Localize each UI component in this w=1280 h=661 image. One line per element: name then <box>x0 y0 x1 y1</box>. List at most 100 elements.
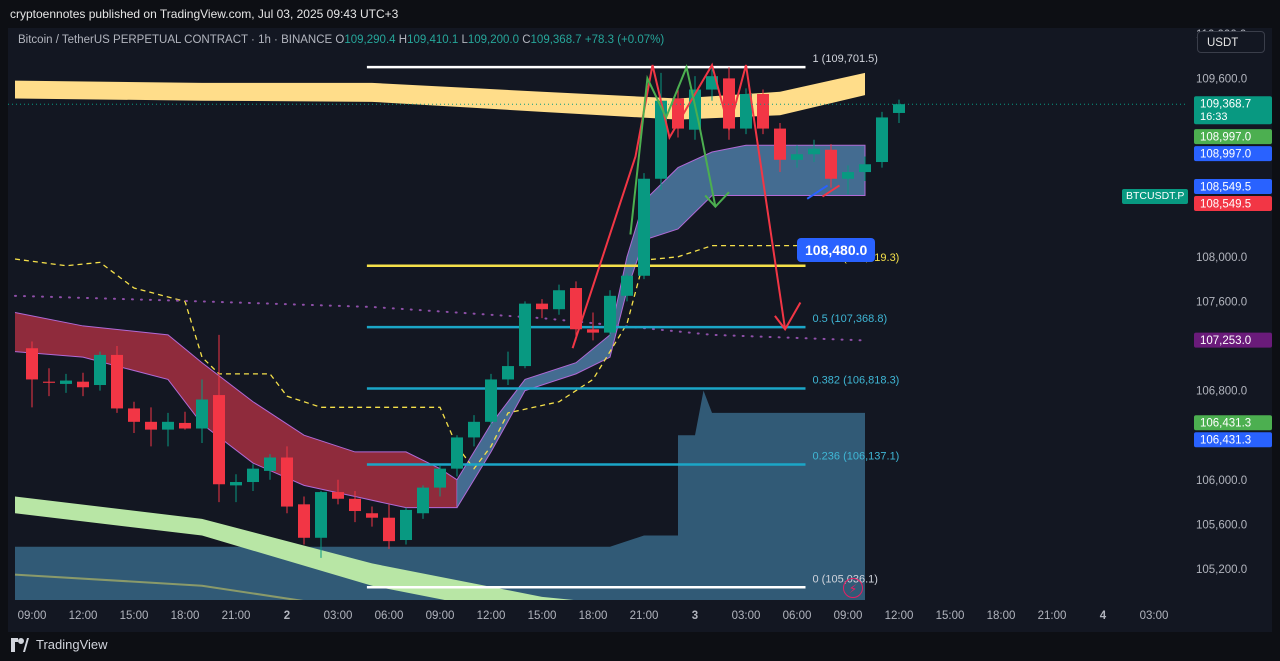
candle-body[interactable] <box>536 303 548 310</box>
y-tick-label: 107,600.0 <box>1196 296 1247 308</box>
candle-body[interactable] <box>672 98 684 129</box>
symbol-legend[interactable]: Bitcoin / TetherUS PERPETUAL CONTRACT · … <box>18 34 664 46</box>
candle-body[interactable] <box>434 468 446 488</box>
candle-body[interactable] <box>247 468 259 483</box>
candle-body[interactable] <box>213 395 225 485</box>
candle-body[interactable] <box>893 104 905 113</box>
candle-body[interactable] <box>332 492 344 499</box>
candle-body[interactable] <box>60 380 72 384</box>
candle-body[interactable] <box>638 178 650 276</box>
indicator-dashed-yellow <box>14 245 866 470</box>
drawing-green-arrowhead <box>704 191 730 209</box>
candle-body[interactable] <box>383 517 395 542</box>
drawing-red-arrowhead <box>774 302 802 332</box>
candle-body[interactable] <box>366 513 378 518</box>
candle-body[interactable] <box>400 509 412 541</box>
publisher-text: cryptoennotes published on TradingView.c… <box>10 7 399 21</box>
candle-body[interactable] <box>145 421 157 430</box>
x-tick-label: 03:00 <box>1140 610 1169 622</box>
drawing-small-red <box>821 184 841 198</box>
candle-body[interactable] <box>723 78 735 129</box>
time-scale[interactable] <box>8 600 1272 632</box>
price-tag-countdown: 16:33 <box>1200 111 1228 123</box>
candle-body[interactable] <box>128 408 140 422</box>
price-tag-label: 107,253.0 <box>1200 335 1251 347</box>
currency-button[interactable]: USDT <box>1197 31 1265 53</box>
candle-body[interactable] <box>757 94 769 129</box>
candle-body[interactable] <box>111 354 123 409</box>
candle-body[interactable] <box>842 172 854 179</box>
candle-body[interactable] <box>315 492 327 538</box>
candle-body[interactable] <box>230 482 242 486</box>
price-tag <box>1194 146 1272 162</box>
x-tick-label: 03:00 <box>732 610 761 622</box>
candle-body[interactable] <box>77 381 89 388</box>
candle-body[interactable] <box>43 381 55 383</box>
candle-body[interactable] <box>281 457 293 507</box>
price-tag-label: 108,549.5 <box>1200 199 1251 211</box>
drawing-small-blue <box>806 184 829 200</box>
x-tick-label: 3 <box>692 610 698 622</box>
candle-body[interactable] <box>740 94 752 129</box>
low-label: L <box>461 34 468 46</box>
open-value: 109,290.4 <box>344 34 396 46</box>
candle-body[interactable] <box>808 148 820 155</box>
chart-area[interactable]: 1.236 (110,802.5)1 (109,701.5)0.618 (107… <box>8 28 1272 632</box>
price-tag <box>1194 129 1272 145</box>
candle-body[interactable] <box>655 100 667 179</box>
y-tick-label: 105,600.0 <box>1196 519 1247 531</box>
x-tick-label: 18:00 <box>171 610 200 622</box>
candle-body[interactable] <box>26 348 38 380</box>
tradingview-logo-icon <box>11 637 29 652</box>
x-tick-label: 09:00 <box>18 610 47 622</box>
fib-label-0.382: 0.382 (106,818.3) <box>813 375 900 387</box>
candle-body[interactable] <box>196 399 208 429</box>
candle-body[interactable] <box>604 295 616 333</box>
candle-body[interactable] <box>621 275 633 296</box>
x-tick-label: 21:00 <box>222 610 251 622</box>
candle-body[interactable] <box>298 504 310 538</box>
price-scale[interactable] <box>1188 28 1272 632</box>
candle-body[interactable] <box>485 379 497 422</box>
indicator-band-yellow <box>15 72 865 120</box>
x-tick-label: 06:00 <box>783 610 812 622</box>
candle-body[interactable] <box>859 164 871 173</box>
y-tick-label: 109,600.0 <box>1196 73 1247 85</box>
candle-body[interactable] <box>451 437 463 469</box>
high-value: 109,410.1 <box>407 34 459 46</box>
candle-body[interactable] <box>349 498 361 512</box>
candle-body[interactable] <box>791 154 803 160</box>
x-tick-label: 21:00 <box>630 610 659 622</box>
fib-label-0.5: 0.5 (107,368.8) <box>813 313 888 325</box>
candle-body[interactable] <box>264 457 276 471</box>
price-tag-label: 108,997.0 <box>1200 132 1251 144</box>
chart-canvas[interactable]: 1.236 (110,802.5)1 (109,701.5)0.618 (107… <box>8 28 1272 632</box>
tradingview-brand[interactable]: TradingView <box>10 637 108 652</box>
price-tag-label: 109,368.7 <box>1200 99 1251 111</box>
low-value: 109,200.0 <box>467 34 520 46</box>
candle-body[interactable] <box>468 421 480 438</box>
candle-body[interactable] <box>417 487 429 514</box>
x-tick-label: 15:00 <box>528 610 557 622</box>
indicator-dotted-purple <box>14 294 866 342</box>
x-tick-label: 12:00 <box>477 610 506 622</box>
candle-body[interactable] <box>825 149 837 179</box>
x-tick-label: 4 <box>1100 610 1107 622</box>
candle-body[interactable] <box>587 329 599 333</box>
candle-body[interactable] <box>553 290 565 310</box>
candle-body[interactable] <box>570 288 582 330</box>
price-tag <box>1194 415 1272 431</box>
candle-body[interactable] <box>876 117 888 163</box>
candle-body[interactable] <box>519 303 531 367</box>
brand-label: TradingView <box>36 637 108 652</box>
y-tick-label: 105,200.0 <box>1196 564 1247 576</box>
lightning-icon[interactable]: ⚡ <box>843 578 863 598</box>
top-bar: cryptoennotes published on TradingView.c… <box>0 0 1280 28</box>
candle-body[interactable] <box>774 128 786 160</box>
candle-body[interactable] <box>94 354 106 386</box>
price-tag <box>1194 432 1272 448</box>
symbol-name: Bitcoin / TetherUS PERPETUAL CONTRACT · … <box>18 34 333 46</box>
candle-body[interactable] <box>162 421 174 430</box>
candle-body[interactable] <box>179 422 191 429</box>
candle-body[interactable] <box>502 366 514 380</box>
